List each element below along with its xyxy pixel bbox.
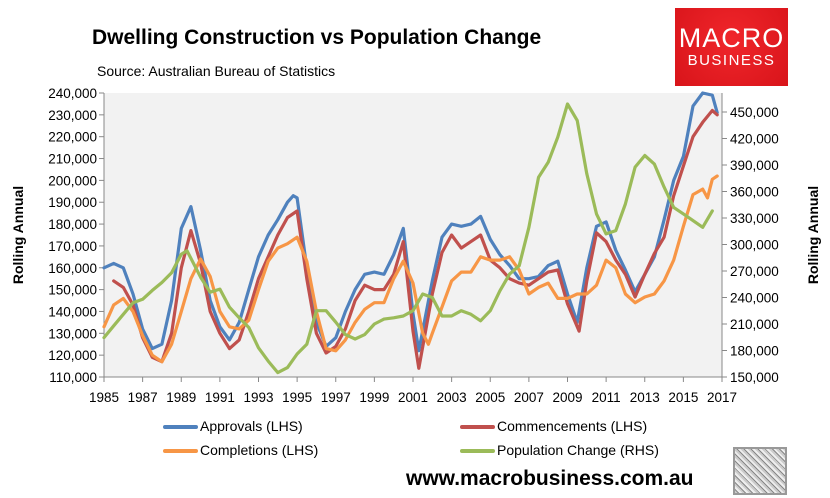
x-tick-label: 1993 xyxy=(243,390,273,405)
y2-axis-title: Rolling Annual xyxy=(805,186,821,284)
macrobusiness-logo: MACRO BUSINESS xyxy=(675,8,788,86)
x-tick-label: 2007 xyxy=(514,390,544,405)
legend-label-completions: Completions (LHS) xyxy=(200,442,319,458)
x-tick-label: 2009 xyxy=(552,390,582,405)
legend-label-commencements: Commencements (LHS) xyxy=(497,418,648,434)
y-tick-label: 240,000 xyxy=(48,86,97,101)
legend-swatch-completions xyxy=(163,449,198,453)
x-tick-label: 1999 xyxy=(359,390,389,405)
y2-tick-label: 300,000 xyxy=(730,237,779,252)
x-tick-label: 2015 xyxy=(668,390,698,405)
y2-tick-label: 330,000 xyxy=(730,211,779,226)
x-tick-label: 1987 xyxy=(128,390,158,405)
y-tick-label: 130,000 xyxy=(48,326,97,341)
y2-tick-label: 450,000 xyxy=(730,105,779,120)
y-tick-label: 140,000 xyxy=(48,304,97,319)
x-tick-label: 1989 xyxy=(166,390,196,405)
y-tick-label: 190,000 xyxy=(48,195,97,210)
y-tick-label: 210,000 xyxy=(48,152,97,167)
y2-tick-label: 420,000 xyxy=(730,131,779,146)
x-tick-label: 2005 xyxy=(475,390,505,405)
legend-swatch-population xyxy=(460,449,495,453)
y-tick-label: 220,000 xyxy=(48,130,97,145)
y-tick-label: 110,000 xyxy=(49,370,97,385)
series-line-completions xyxy=(102,174,719,364)
x-tick-label: 2013 xyxy=(630,390,660,405)
x-tick-label: 1997 xyxy=(321,390,351,405)
y-axis-title: Rolling Annual xyxy=(10,186,26,284)
y-tick-label: 170,000 xyxy=(48,239,97,254)
legend-label-population: Population Change (RHS) xyxy=(497,442,659,458)
legend-label-approvals: Approvals (LHS) xyxy=(200,418,303,434)
x-tick-label: 2017 xyxy=(707,390,737,405)
x-tick-label: 2001 xyxy=(398,390,428,405)
website-url: www.macrobusiness.com.au xyxy=(406,467,694,490)
logo-line1: MACRO xyxy=(678,23,785,53)
series-line-commencements xyxy=(112,108,719,370)
y-tick-label: 120,000 xyxy=(48,348,97,363)
legend-swatch-commencements xyxy=(460,425,495,429)
y-tick-label: 230,000 xyxy=(48,108,97,123)
y-tick-label: 150,000 xyxy=(48,283,97,298)
legend-swatch-approvals xyxy=(163,425,198,429)
x-tick-label: 1991 xyxy=(205,390,235,405)
y2-tick-label: 210,000 xyxy=(730,317,779,332)
y-tick-label: 160,000 xyxy=(48,261,97,276)
y2-tick-label: 390,000 xyxy=(730,158,779,173)
y2-tick-label: 270,000 xyxy=(730,264,779,279)
y2-tick-label: 240,000 xyxy=(730,290,779,305)
x-tick-label: 1985 xyxy=(89,390,119,405)
y2-tick-label: 360,000 xyxy=(730,184,779,199)
y2-tick-label: 150,000 xyxy=(730,370,779,385)
y-tick-label: 180,000 xyxy=(48,217,97,232)
x-tick-label: 1995 xyxy=(282,390,312,405)
logo-line2: BUSINESS xyxy=(687,52,776,69)
wolf-logo-image xyxy=(733,447,787,495)
x-tick-label: 2003 xyxy=(437,390,467,405)
chart-subtitle: Source: Australian Bureau of Statistics xyxy=(97,63,336,79)
series-line-population xyxy=(102,102,714,375)
y2-tick-label: 180,000 xyxy=(730,343,779,358)
x-tick-label: 2011 xyxy=(592,390,621,405)
y-tick-label: 200,000 xyxy=(48,173,97,188)
chart-title: Dwelling Construction vs Population Chan… xyxy=(92,26,542,49)
